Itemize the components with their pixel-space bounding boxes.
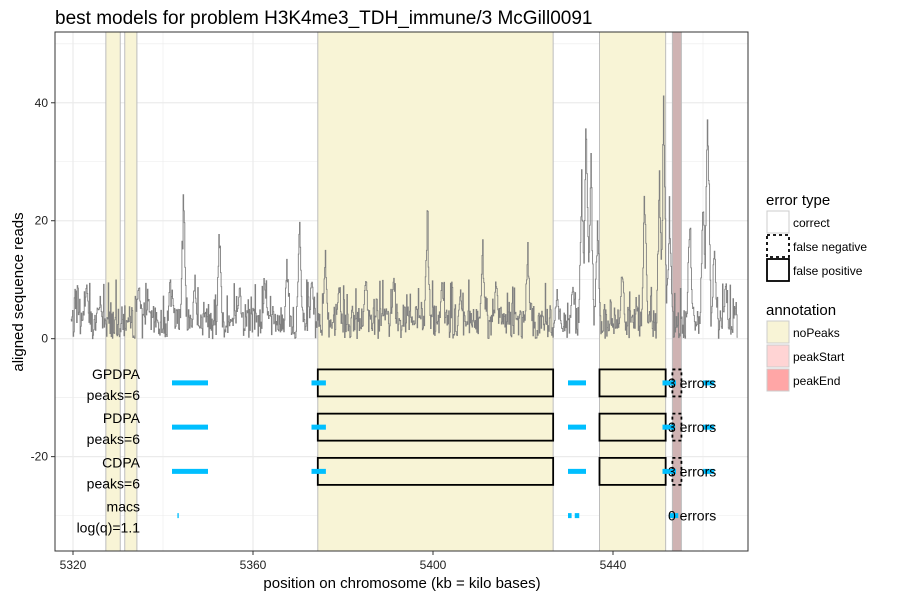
legend-annotation-label: peakEnd [793, 374, 840, 388]
x-tick-label: 5440 [600, 558, 627, 572]
annotation-region-noPeaks [124, 31, 138, 552]
legend-error-key [766, 234, 790, 258]
y-tick-label: -20 [31, 450, 49, 464]
legend-annotation-label: peakStart [793, 350, 845, 364]
chart-title: best models for problem H3K4me3_TDH_immu… [55, 8, 593, 29]
x-axis-label: position on chromosome (kb = kilo bases) [263, 575, 540, 592]
model-name-label: macs [107, 499, 140, 515]
model-peaks-label: peaks=6 [87, 475, 141, 491]
legend-error-label: correct [793, 216, 830, 230]
model-peaks-label: peaks=6 [87, 387, 141, 403]
legend-annotation-label: noPeaks [793, 326, 840, 340]
legend: error type correct false negative false pos… [766, 192, 867, 392]
legend-error-label: false negative [793, 240, 867, 254]
model-errors-label: 3 errors [668, 375, 716, 391]
plot-panel: GPDPA peaks=6 3 errors PDPA peaks=6 3 errors C… [31, 31, 749, 572]
legend-annotation-key [766, 368, 790, 392]
legend-annotation-title: annotation [766, 302, 836, 319]
y-tick-label: 40 [35, 96, 49, 110]
x-tick-label: 5360 [240, 558, 267, 572]
legend-error-label: false positive [793, 264, 863, 278]
annotation-region-noPeaks [317, 31, 554, 552]
y-tick-label: 20 [35, 214, 49, 228]
legend-annotation-key [766, 320, 790, 344]
x-tick-label: 5400 [420, 558, 447, 572]
legend-annotation-key [766, 344, 790, 368]
model-errors-label: 3 errors [668, 419, 716, 435]
panel-border [54, 31, 749, 552]
model-errors-label: 3 errors [668, 463, 716, 479]
model-name-label: CDPA [102, 454, 141, 470]
x-tick-label: 5320 [60, 558, 87, 572]
model-errors-label: 0 errors [668, 508, 716, 524]
model-name-label: GPDPA [92, 366, 141, 382]
annotation-region-noPeaks [599, 31, 667, 552]
legend-error-key [766, 258, 790, 282]
model-peaks-label: log(q)=1.1 [77, 520, 141, 536]
y-tick-label: 0 [41, 332, 48, 346]
model-peaks-label: peaks=6 [87, 431, 141, 447]
coverage-signal-line [70, 95, 738, 340]
legend-error-type-title: error type [766, 192, 830, 209]
model-name-label: PDPA [103, 410, 141, 426]
legend-error-key [766, 210, 790, 234]
y-axis-label: aligned sequence reads [10, 212, 27, 371]
